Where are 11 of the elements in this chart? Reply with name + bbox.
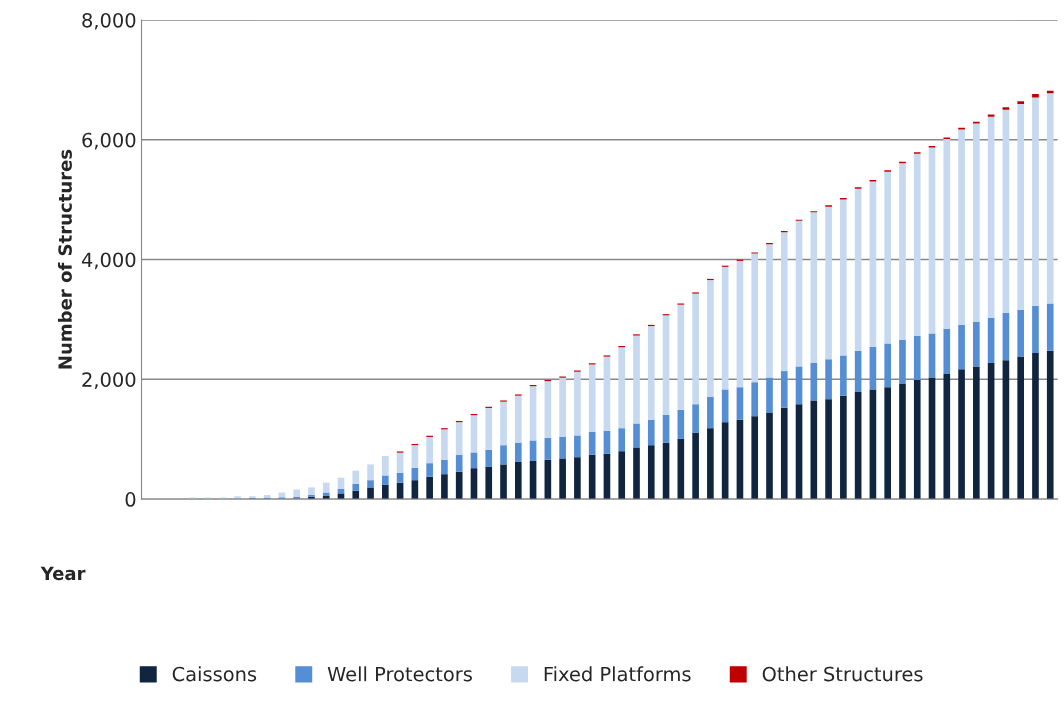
legend-label: Caissons xyxy=(172,666,257,682)
legend-label: Other Structures xyxy=(762,666,923,682)
x-axis-title: Year xyxy=(40,566,86,581)
y-tick-label: 6,000 xyxy=(82,132,136,150)
y-tick-label: 8,000 xyxy=(82,12,136,30)
y-axis-title: Number of Structures xyxy=(57,149,72,369)
legend-label: Well Protectors xyxy=(327,666,472,682)
y-tick-label: 4,000 xyxy=(81,252,136,270)
legend-label: Fixed Platforms xyxy=(544,666,691,682)
y-tick-label: 0 xyxy=(125,492,136,507)
y-tick-label: 2,000 xyxy=(82,372,136,389)
